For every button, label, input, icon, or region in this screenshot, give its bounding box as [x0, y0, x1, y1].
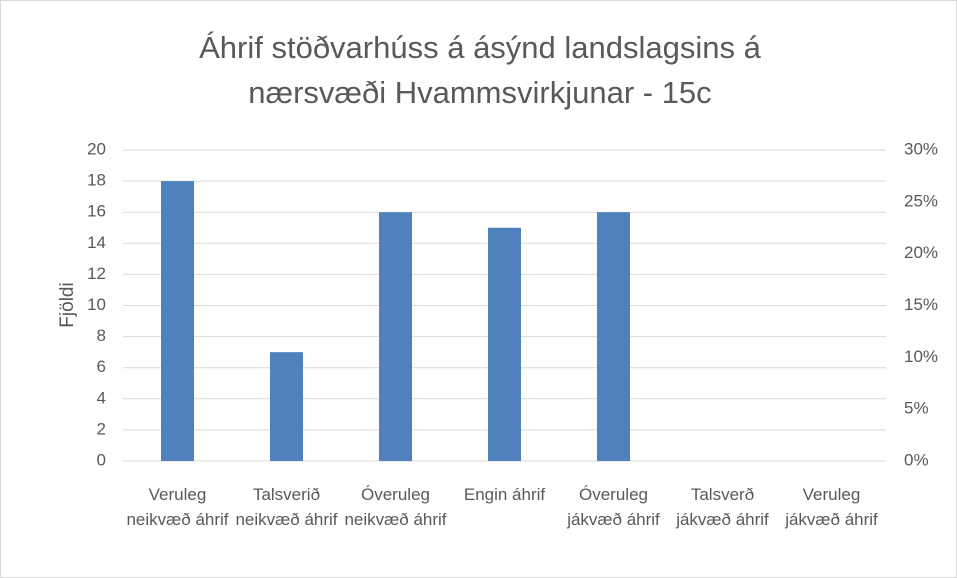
y2-tick-label: 25%	[904, 191, 938, 210]
x-tick-label: Óveruleg jákvæð áhrif	[566, 485, 660, 529]
y-tick-label: 2	[97, 419, 106, 438]
y2-tick-label: 5%	[904, 399, 929, 418]
y2-tick-label: 0%	[904, 450, 929, 469]
y-axis-label: Fjöldi	[57, 282, 78, 327]
y-tick-label: 14	[87, 233, 106, 252]
y-tick-label: 8	[97, 326, 106, 345]
bar	[270, 352, 303, 461]
y-tick-label: 12	[87, 264, 106, 283]
y-tick-label: 10	[87, 295, 106, 314]
x-tick-label: Óveruleg neikvæð áhrif	[344, 485, 446, 529]
x-tick-label: Veruleg neikvæð áhrif	[126, 485, 228, 529]
chart-title: Áhrif stöðvarhúss á ásýnd landslagsins á…	[199, 30, 762, 110]
x-tick-label: Talsverð jákvæð áhrif	[675, 485, 769, 529]
x-tick-label: Veruleg jákvæð áhrif	[784, 485, 878, 529]
y-tick-label: 4	[97, 388, 106, 407]
y2-tick-label: 10%	[904, 347, 938, 366]
y-tick-label: 20	[87, 139, 106, 158]
y-tick-label: 6	[97, 357, 106, 376]
y-tick-label: 18	[87, 171, 106, 190]
x-tick-label: Talsverið neikvæð áhrif	[235, 485, 337, 529]
y2-tick-label: 30%	[904, 139, 938, 158]
y-tick-label: 0	[97, 450, 106, 469]
y-tick-label: 16	[87, 202, 106, 221]
bar	[161, 181, 194, 461]
bar	[379, 212, 412, 461]
bar	[488, 227, 521, 461]
x-tick-label: Engin áhrif	[464, 485, 546, 504]
y2-tick-label: 20%	[904, 243, 938, 262]
bar	[597, 212, 630, 461]
y2-tick-label: 15%	[904, 295, 938, 314]
